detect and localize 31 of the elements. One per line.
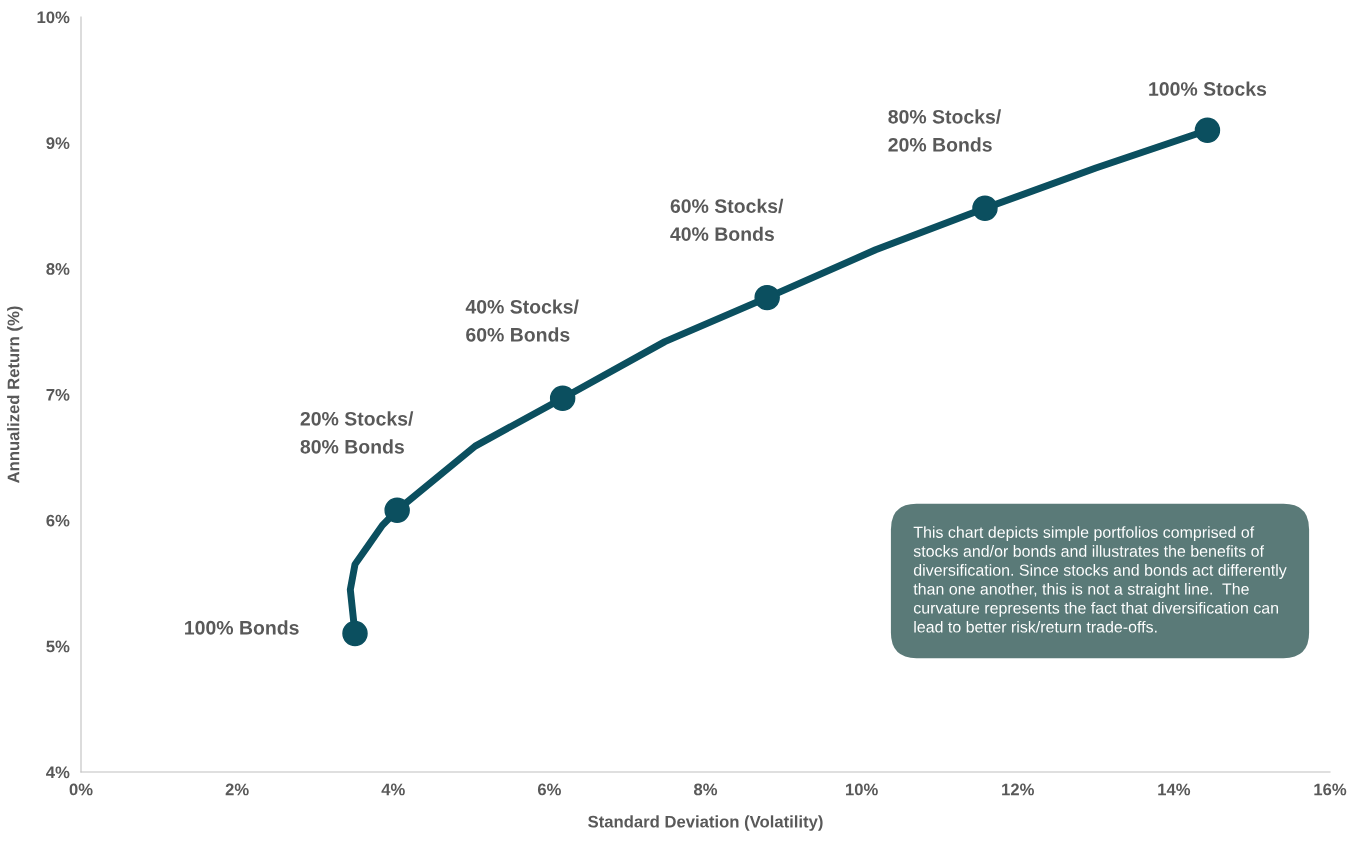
annotation: 80% Stocks/ 20% Bonds — [888, 109, 1002, 152]
annotation: 20% Stocks/ 80% Bonds — [300, 411, 414, 454]
point — [972, 195, 998, 221]
y-tick-label: 4% — [46, 766, 70, 779]
point — [342, 620, 368, 647]
y-tick-label: 6% — [46, 514, 70, 527]
point — [384, 497, 410, 523]
x-axis-title: Standard Deviation (Volatility) — [588, 815, 823, 831]
x-tick-label: 16% — [1314, 783, 1347, 796]
point — [1194, 117, 1221, 143]
annotation: 40% Stocks/ 60% Bonds — [465, 299, 579, 342]
y-tick-label: 5% — [46, 640, 70, 653]
x-tick-label: 6% — [537, 783, 561, 796]
annotation: This chart depicts simple portfolios comprised of stocks and/or bonds and illustrates the benefits of diversification. Since stocks and bonds act differently than one another, this is not a straight line. The curvature represents the fact that diversification can lead to better risk/return trade-offs. — [913, 526, 1287, 633]
annotation: 100% Bonds — [185, 620, 299, 635]
y-tick-label: 10% — [37, 11, 70, 24]
x-tick-label: 4% — [381, 783, 405, 796]
x-tick-label: 0% — [69, 783, 93, 796]
y-tick-label: 8% — [46, 263, 70, 275]
x-tick-label: 14% — [1158, 783, 1191, 796]
x-tick-label: 2% — [225, 783, 249, 796]
x-tick-label: 12% — [1002, 783, 1034, 796]
x-tick-label: 10% — [846, 783, 878, 796]
x-tick-label: 8% — [693, 783, 718, 796]
point — [549, 385, 576, 411]
point — [754, 284, 780, 311]
y-tick-label: 9% — [46, 137, 70, 150]
y-axis-title: Annualized Return (%) — [7, 306, 23, 483]
annotation: 60% Stocks/ 40% Bonds — [670, 198, 784, 241]
annotation: 100% Stocks — [1149, 81, 1267, 96]
y-tick-label: 7% — [46, 388, 70, 401]
